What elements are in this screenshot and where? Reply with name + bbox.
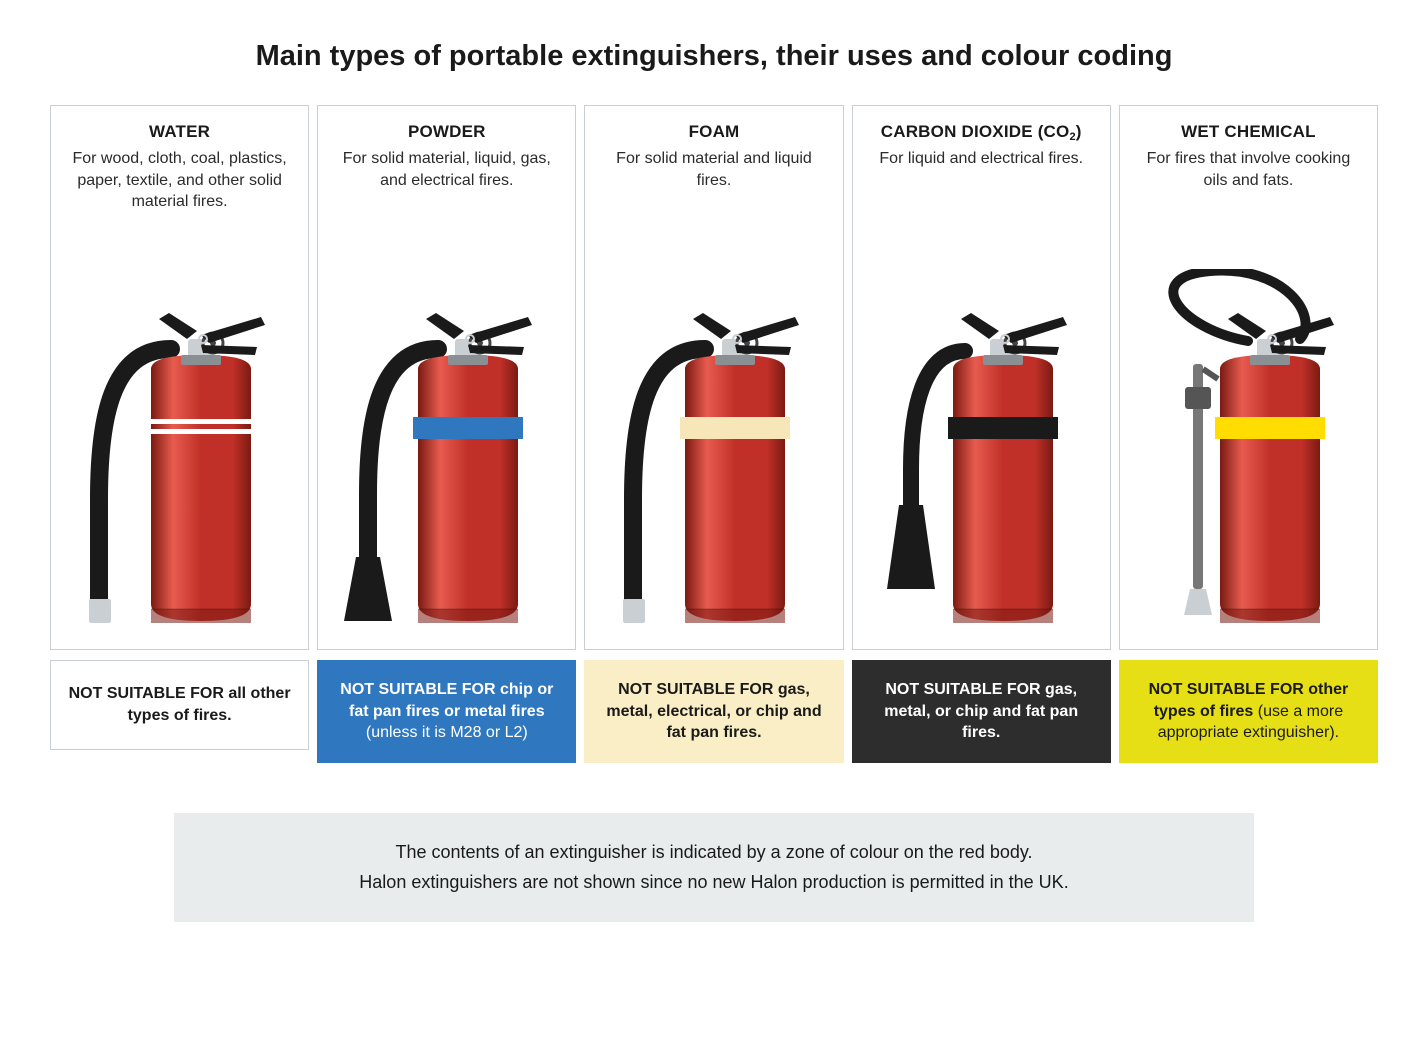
extinguisher-column: POWDER For solid material, liquid, gas, …: [317, 105, 576, 763]
extinguisher-card: WET CHEMICAL For fires that involve cook…: [1119, 105, 1378, 650]
extinguisher-description: For solid material and liquid fires.: [595, 148, 832, 191]
extinguisher-description: For liquid and electrical fires.: [863, 148, 1100, 170]
extinguisher-description: For wood, cloth, coal, plastics, paper, …: [61, 148, 298, 213]
extinguisher-description: For fires that involve cooking oils and …: [1130, 148, 1367, 191]
page-title: Main types of portable extinguishers, th…: [50, 40, 1378, 73]
note-bold: NOT SUITABLE FOR gas, metal, electrical,…: [606, 681, 821, 741]
extinguisher-card: POWDER For solid material, liquid, gas, …: [317, 105, 576, 650]
extinguisher-column: FOAM For solid material and liquid fires…: [584, 105, 843, 763]
note-bold: NOT SUITABLE FOR all other types of fire…: [69, 685, 291, 724]
extinguisher-icon: [51, 269, 309, 649]
extinguisher-illustration: [51, 269, 308, 649]
extinguisher-column: CARBON DIOXIDE (CO2) For liquid and elec…: [852, 105, 1111, 763]
not-suitable-note: NOT SUITABLE FOR all other types of fire…: [50, 660, 309, 750]
extinguisher-illustration: [318, 269, 575, 649]
extinguisher-icon: [585, 269, 843, 649]
note-bold: NOT SUITABLE FOR chip or fat pan fires o…: [340, 681, 553, 720]
extinguisher-card: WATER For wood, cloth, coal, plastics, p…: [50, 105, 309, 650]
extinguisher-illustration: [853, 269, 1110, 649]
extinguisher-icon: [853, 269, 1111, 649]
extinguisher-column: WATER For wood, cloth, coal, plastics, p…: [50, 105, 309, 763]
note-bold: NOT SUITABLE FOR gas, metal, or chip and…: [884, 681, 1078, 741]
note-light: (unless it is M28 or L2): [366, 724, 528, 741]
footer-line-2: Halon extinguishers are not shown since …: [204, 867, 1224, 898]
extinguisher-icon: [318, 269, 576, 649]
extinguisher-type-label: FOAM: [595, 122, 832, 142]
extinguisher-type-label: WET CHEMICAL: [1130, 122, 1367, 142]
extinguisher-type-label: POWDER: [328, 122, 565, 142]
not-suitable-note: NOT SUITABLE FOR gas, metal, or chip and…: [852, 660, 1111, 763]
footer-line-1: The contents of an extinguisher is indic…: [204, 837, 1224, 868]
extinguisher-illustration: [1120, 269, 1377, 649]
extinguisher-illustration: [585, 269, 842, 649]
not-suitable-note: NOT SUITABLE FOR other types of fires (u…: [1119, 660, 1378, 763]
extinguisher-card: CARBON DIOXIDE (CO2) For liquid and elec…: [852, 105, 1111, 650]
not-suitable-note: NOT SUITABLE FOR chip or fat pan fires o…: [317, 660, 576, 763]
footer-note: The contents of an extinguisher is indic…: [174, 813, 1254, 922]
extinguisher-card: FOAM For solid material and liquid fires…: [584, 105, 843, 650]
extinguisher-type-label: WATER: [61, 122, 298, 142]
not-suitable-note: NOT SUITABLE FOR gas, metal, electrical,…: [584, 660, 843, 763]
page-wrap: Main types of portable extinguishers, th…: [0, 0, 1428, 952]
extinguisher-grid: WATER For wood, cloth, coal, plastics, p…: [50, 105, 1378, 763]
extinguisher-type-label: CARBON DIOXIDE (CO2): [863, 122, 1100, 142]
extinguisher-description: For solid material, liquid, gas, and ele…: [328, 148, 565, 191]
extinguisher-column: WET CHEMICAL For fires that involve cook…: [1119, 105, 1378, 763]
extinguisher-icon: [1120, 269, 1378, 649]
